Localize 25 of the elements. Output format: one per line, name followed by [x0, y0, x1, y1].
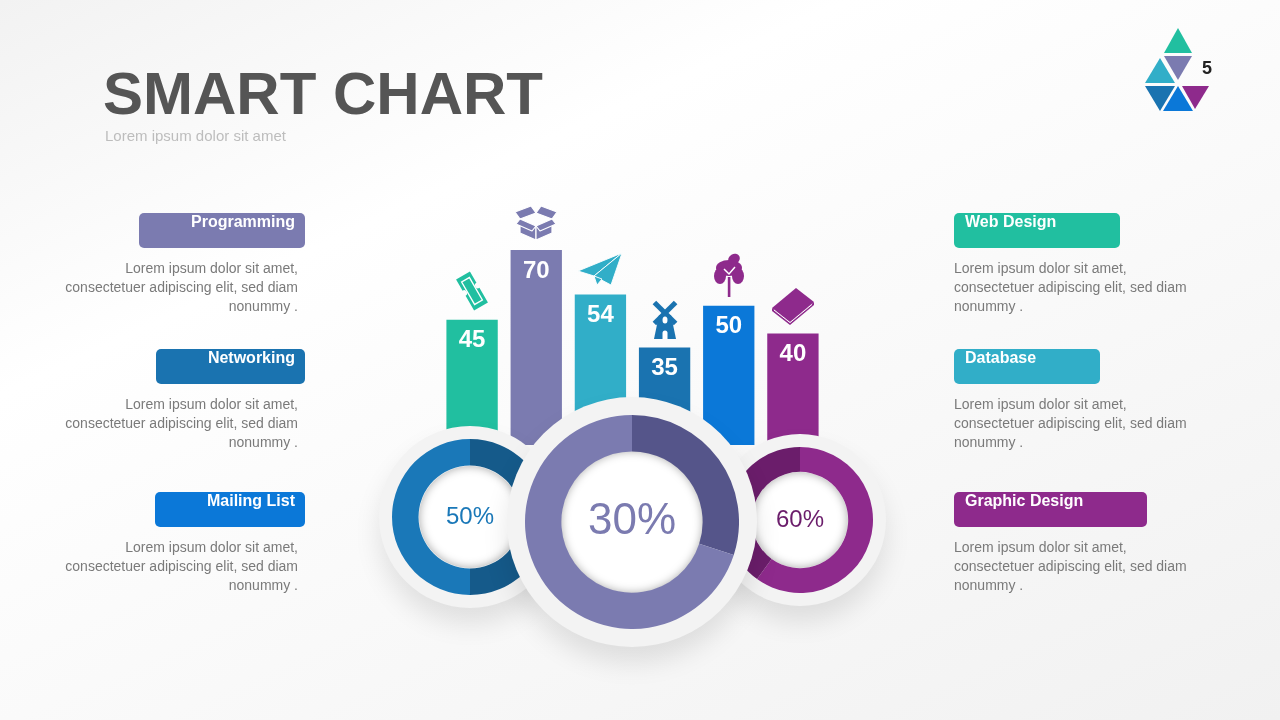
text: Networking	[207, 349, 295, 367]
data-label: 40	[779, 339, 807, 367]
chart-title: SMART CHART	[103, 60, 543, 127]
data-label: 50	[715, 311, 743, 339]
text: Database	[965, 349, 1037, 367]
data-label: 54	[587, 300, 615, 328]
text: Lorem ipsum dolor sit amet, consectetuer adipiscing elit, sed diam nonummy .	[954, 395, 1188, 452]
bar	[510, 250, 562, 445]
text: 60%	[775, 504, 825, 532]
text: 50%	[445, 501, 495, 529]
text: 5	[1202, 58, 1213, 78]
text: Lorem ipsum dolor sit amet, consectetuer adipiscing elit, sed diam nonummy .	[954, 259, 1188, 316]
text: Lorem ipsum dolor sit amet, consectetuer adipiscing elit, sed diam nonummy .	[64, 538, 298, 595]
text: Lorem ipsum dolor sit amet, consectetuer adipiscing elit, sed diam nonummy .	[64, 395, 298, 452]
data-label: 70	[522, 255, 550, 283]
text: Web Design	[965, 213, 1057, 231]
text: Lorem ipsum dolor sit amet, consectetuer adipiscing elit, sed diam nonummy .	[64, 259, 298, 316]
data-label: 45	[458, 325, 486, 353]
text: Lorem ipsum dolor sit amet	[105, 127, 286, 145]
text: Lorem ipsum dolor sit amet, consectetuer adipiscing elit, sed diam nonummy .	[954, 538, 1188, 595]
text: Programming	[190, 213, 295, 231]
text: Graphic Design	[965, 492, 1084, 510]
text: Mailing List	[207, 492, 295, 510]
data-label: 35	[651, 353, 678, 381]
text: 30%	[587, 494, 677, 544]
